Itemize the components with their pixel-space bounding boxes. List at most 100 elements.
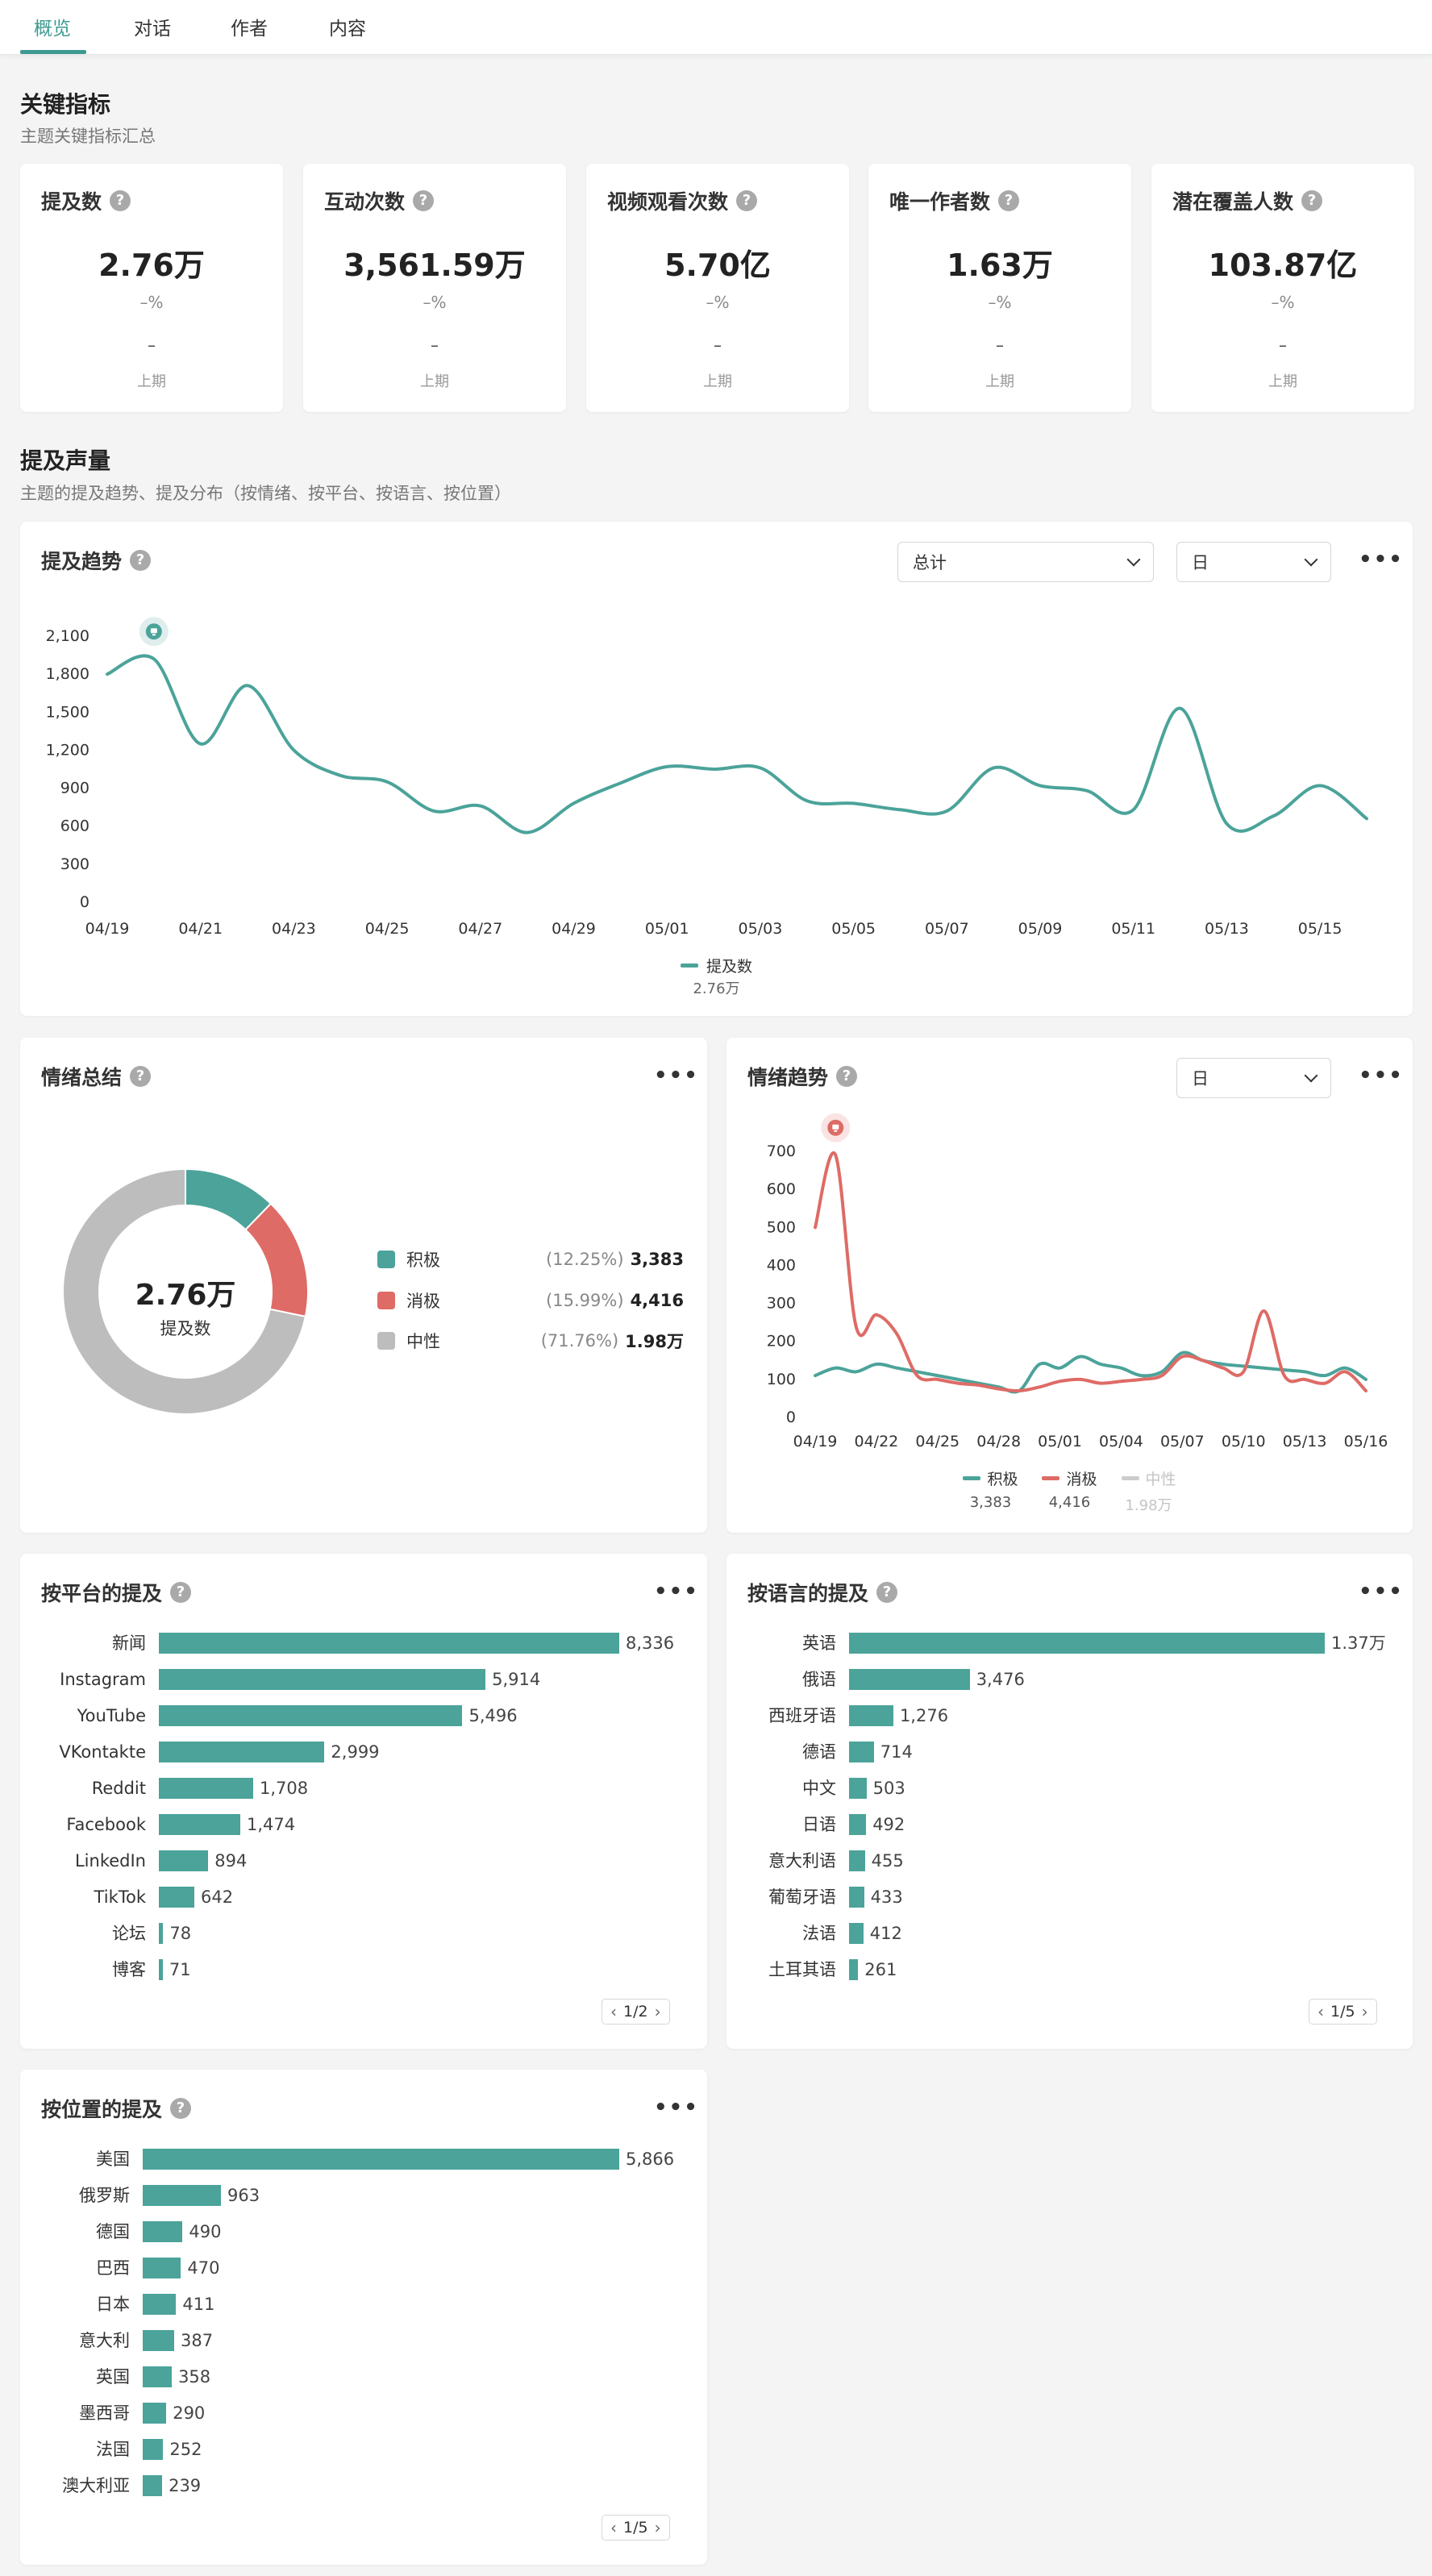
bar[interactable]	[143, 2185, 222, 2206]
bar[interactable]	[143, 2475, 163, 2496]
chevron-right-icon[interactable]: ›	[654, 2518, 661, 2537]
total-dropdown[interactable]: 总计	[897, 542, 1154, 582]
help-icon[interactable]: ?	[876, 1582, 898, 1603]
series-line-提及数[interactable]	[106, 654, 1368, 834]
bar-row[interactable]: TikTok 642	[94, 1887, 619, 1908]
bar-row[interactable]: 俄罗斯 963	[79, 2185, 619, 2206]
bar[interactable]	[143, 2439, 164, 2460]
more-options-icon[interactable]: •••	[654, 2095, 699, 2120]
bar[interactable]	[143, 2149, 619, 2170]
chevron-left-icon[interactable]: ‹	[610, 2518, 617, 2537]
bar[interactable]	[159, 1814, 240, 1835]
bar-row[interactable]: 意大利语 455	[768, 1850, 1325, 1871]
tab-authors[interactable]: 作者	[231, 19, 268, 40]
bar[interactable]	[159, 1705, 463, 1726]
chevron-left-icon[interactable]: ‹	[610, 2002, 617, 2021]
bar[interactable]	[849, 1959, 859, 1980]
help-icon[interactable]: ?	[130, 550, 152, 571]
bar[interactable]	[159, 1887, 194, 1908]
bar-row[interactable]: 中文 503	[802, 1778, 1325, 1799]
bar-row[interactable]: Instagram 5,914	[60, 1669, 619, 1690]
bar-row[interactable]: 巴西 470	[96, 2258, 619, 2278]
bar[interactable]	[159, 1959, 163, 1980]
legend-item[interactable]: 消极 4,416	[1042, 1467, 1097, 1515]
help-icon[interactable]: ?	[170, 1582, 192, 1603]
bar[interactable]	[849, 1887, 864, 1908]
bar[interactable]	[143, 2330, 174, 2351]
bar[interactable]	[849, 1669, 970, 1690]
bar[interactable]	[143, 2294, 177, 2315]
more-options-icon[interactable]: •••	[1359, 1063, 1404, 1088]
bar[interactable]	[143, 2258, 181, 2278]
bar[interactable]	[159, 1669, 486, 1690]
bar-row[interactable]: 德国 490	[96, 2221, 619, 2242]
sentiment-legend-row[interactable]: 积极 (12.25%) 3,383	[377, 1247, 684, 1271]
bar-row[interactable]: 澳大利亚 239	[62, 2475, 619, 2496]
legend-item[interactable]: 积极 3,383	[963, 1467, 1018, 1515]
bar-row[interactable]: Reddit 1,708	[92, 1778, 619, 1799]
trend-legend[interactable]: 提及数	[20, 955, 1413, 976]
donut-slice-中性[interactable]	[62, 1167, 307, 1415]
bar-row[interactable]: 美国 5,866	[96, 2149, 674, 2170]
bar-row[interactable]: 英语 1.37万	[802, 1633, 1386, 1654]
bar-row[interactable]: 法国 252	[96, 2439, 619, 2460]
sentiment-period-dropdown[interactable]: 日	[1176, 1058, 1331, 1098]
language-pager[interactable]: ‹ 1/5 ›	[1309, 1999, 1377, 2025]
bar[interactable]	[849, 1633, 1325, 1654]
bar-row[interactable]: 土耳其语 261	[768, 1959, 1325, 1980]
bar[interactable]	[159, 1633, 619, 1654]
period-dropdown[interactable]: 日	[1176, 542, 1331, 582]
bar-row[interactable]: 博客 71	[112, 1959, 619, 1980]
more-options-icon[interactable]: •••	[654, 1063, 699, 1088]
bar-row[interactable]: 英国 358	[96, 2366, 619, 2387]
series-line-消极[interactable]	[814, 1151, 1367, 1393]
help-icon[interactable]: ?	[110, 190, 131, 211]
bar[interactable]	[849, 1705, 893, 1726]
help-icon[interactable]: ?	[413, 190, 435, 211]
bar-row[interactable]: Facebook 1,474	[66, 1814, 619, 1835]
bar-row[interactable]: YouTube 5,496	[77, 1705, 619, 1726]
series-line-积极[interactable]	[814, 1350, 1367, 1394]
bar[interactable]	[159, 1742, 325, 1762]
bar[interactable]	[143, 2366, 173, 2387]
bar[interactable]	[849, 1850, 865, 1871]
annotation-marker-icon[interactable]	[821, 1113, 851, 1142]
bar[interactable]	[849, 1814, 867, 1835]
bar[interactable]	[143, 2221, 183, 2242]
sentiment-legend-row[interactable]: 消极 (15.99%) 4,416	[377, 1288, 684, 1313]
bar[interactable]	[159, 1923, 164, 1944]
bar-row[interactable]: LinkedIn 894	[75, 1850, 619, 1871]
bar-row[interactable]: 日语 492	[802, 1814, 1325, 1835]
bar-row[interactable]: 西班牙语 1,276	[768, 1705, 1325, 1726]
bar[interactable]	[143, 2403, 167, 2424]
bar-row[interactable]: 论坛 78	[112, 1923, 619, 1944]
help-icon[interactable]: ?	[998, 190, 1020, 211]
bar[interactable]	[849, 1923, 864, 1944]
help-icon[interactable]: ?	[836, 1066, 858, 1087]
sentiment-legend-row[interactable]: 中性 (71.76%) 1.98万	[377, 1329, 684, 1353]
bar-row[interactable]: 日本 411	[96, 2294, 619, 2315]
tab-conversations[interactable]: 对话	[134, 19, 171, 40]
help-icon[interactable]: ?	[1301, 190, 1323, 211]
platform-pager[interactable]: ‹ 1/2 ›	[602, 1999, 670, 2025]
bar[interactable]	[159, 1778, 253, 1799]
legend-item[interactable]: 中性 1.98万	[1121, 1467, 1176, 1515]
chevron-right-icon[interactable]: ›	[1361, 2002, 1368, 2021]
more-options-icon[interactable]: •••	[1359, 547, 1404, 572]
more-options-icon[interactable]: •••	[1359, 1579, 1404, 1604]
help-icon[interactable]: ?	[170, 2098, 192, 2119]
bar-row[interactable]: 德语 714	[802, 1742, 1325, 1762]
annotation-marker-icon[interactable]	[139, 617, 169, 647]
chevron-left-icon[interactable]: ‹	[1318, 2002, 1324, 2021]
bar-row[interactable]: 俄语 3,476	[802, 1669, 1325, 1690]
bar[interactable]	[159, 1850, 209, 1871]
bar-row[interactable]: 意大利 387	[79, 2330, 619, 2351]
help-icon[interactable]: ?	[130, 1066, 152, 1087]
bar-row[interactable]: 新闻 8,336	[112, 1633, 674, 1654]
tab-content[interactable]: 内容	[329, 19, 366, 40]
bar-row[interactable]: 法语 412	[802, 1923, 1325, 1944]
tab-overview[interactable]: 概览	[34, 19, 71, 40]
bar[interactable]	[849, 1742, 874, 1762]
bar[interactable]	[849, 1778, 867, 1799]
help-icon[interactable]: ?	[736, 190, 758, 211]
